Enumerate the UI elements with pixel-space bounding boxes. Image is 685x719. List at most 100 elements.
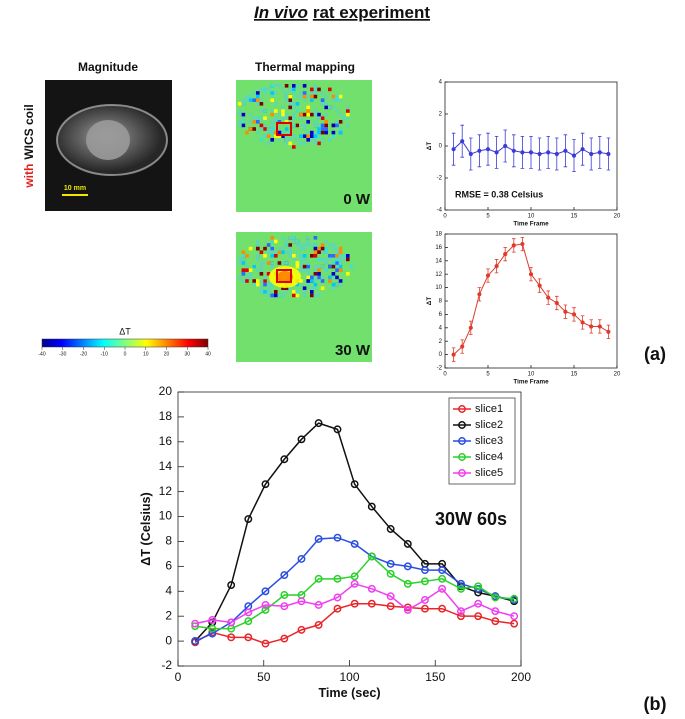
map-pixel xyxy=(238,120,242,124)
map-pixel xyxy=(302,257,307,262)
map-pixel xyxy=(324,112,328,117)
map-pixel xyxy=(270,120,274,124)
map-pixel xyxy=(281,105,285,110)
map-pixel xyxy=(338,120,343,124)
map-pixel xyxy=(320,264,325,269)
data-point xyxy=(474,599,483,608)
map-pixel xyxy=(274,250,278,254)
map-pixel xyxy=(335,264,339,269)
map-pixel xyxy=(310,91,314,95)
map-pixel xyxy=(295,243,300,247)
map-pixel xyxy=(299,123,303,128)
map-pixel xyxy=(320,246,325,251)
map-pixel xyxy=(346,254,350,258)
map-pixel xyxy=(338,250,343,254)
data-point xyxy=(386,569,395,578)
map-pixel xyxy=(248,120,253,124)
map-pixel xyxy=(270,138,274,142)
map-pixel xyxy=(299,141,303,146)
map-pixel xyxy=(310,290,314,294)
y-tick-label: 0 xyxy=(439,144,443,150)
x-axis-label: Time (sec) xyxy=(318,686,380,700)
map-pixel xyxy=(310,94,314,99)
map-pixel xyxy=(263,246,267,251)
map-pixel xyxy=(299,254,303,258)
data-point xyxy=(208,629,217,638)
power-label: 0 W xyxy=(343,191,371,208)
map-pixel xyxy=(292,91,296,95)
data-point xyxy=(386,592,395,601)
map-pixel xyxy=(302,293,307,298)
map-pixel xyxy=(324,123,328,128)
data-point xyxy=(597,324,602,329)
x-tick-label: 10 xyxy=(528,372,535,378)
data-point xyxy=(350,480,359,489)
map-pixel xyxy=(295,109,300,113)
map-pixel xyxy=(299,261,303,265)
y-axis-label: ΔT xyxy=(426,142,433,151)
map-pixel xyxy=(295,290,300,294)
data-point xyxy=(333,533,342,542)
map-pixel xyxy=(313,123,318,128)
legend-label: slice5 xyxy=(475,467,503,479)
map-pixel xyxy=(292,112,296,117)
data-point xyxy=(314,620,323,629)
map-pixel xyxy=(324,246,328,251)
x-tick-label: 0 xyxy=(443,214,447,220)
data-point xyxy=(403,579,412,588)
map-pixel xyxy=(302,268,307,272)
data-point xyxy=(457,607,465,616)
map-pixel xyxy=(281,87,285,92)
map-pixel xyxy=(310,254,314,258)
y-tick-label: 12 xyxy=(435,272,442,278)
map-pixel xyxy=(342,257,346,262)
data-point xyxy=(494,150,499,155)
legend-label: slice1 xyxy=(475,403,503,415)
map-pixel xyxy=(241,254,246,258)
map-pixel xyxy=(241,116,246,120)
map-pixel xyxy=(313,112,318,117)
row-label-with: with xyxy=(22,164,36,189)
map-pixel xyxy=(346,116,350,120)
map-pixel xyxy=(302,127,307,131)
x-tick-label: 20 xyxy=(614,214,621,220)
data-point xyxy=(297,435,306,444)
map-pixel xyxy=(248,112,253,117)
data-point xyxy=(546,295,551,300)
map-pixel xyxy=(295,261,300,265)
map-pixel xyxy=(328,257,332,262)
data-point xyxy=(457,579,465,588)
data-point xyxy=(528,150,534,155)
map-pixel xyxy=(266,293,271,298)
roi-box xyxy=(276,269,292,283)
map-pixel xyxy=(328,87,332,92)
data-point xyxy=(280,634,289,643)
map-pixel xyxy=(284,243,289,247)
map-pixel xyxy=(266,272,271,276)
map-pixel xyxy=(338,112,343,117)
map-pixel xyxy=(274,116,278,120)
map-pixel xyxy=(266,250,271,254)
map-pixel xyxy=(306,138,310,142)
annotation: RMSE = 0.38 Celsius xyxy=(455,189,543,199)
map-pixel xyxy=(335,282,339,287)
legend-label: slice2 xyxy=(475,419,503,431)
y-tick-label: 18 xyxy=(159,409,173,423)
map-pixel xyxy=(310,138,314,142)
y-axis-label: ΔT xyxy=(426,297,433,306)
map-pixel xyxy=(248,272,253,276)
map-pixel xyxy=(274,254,278,258)
map-pixel xyxy=(274,84,278,88)
map-pixel xyxy=(277,261,282,265)
map-pixel xyxy=(284,141,289,146)
map-pixel xyxy=(320,127,325,131)
x-axis-label: Time Frame xyxy=(513,220,549,227)
data-point xyxy=(421,577,429,586)
data-point xyxy=(367,552,376,561)
map-pixel xyxy=(277,120,282,124)
map-pixel xyxy=(292,239,296,244)
map-pixel xyxy=(292,145,296,149)
colorbar-tick-label: -30 xyxy=(59,351,66,357)
data-point xyxy=(563,309,568,314)
title-italic: In vivo xyxy=(254,3,308,22)
